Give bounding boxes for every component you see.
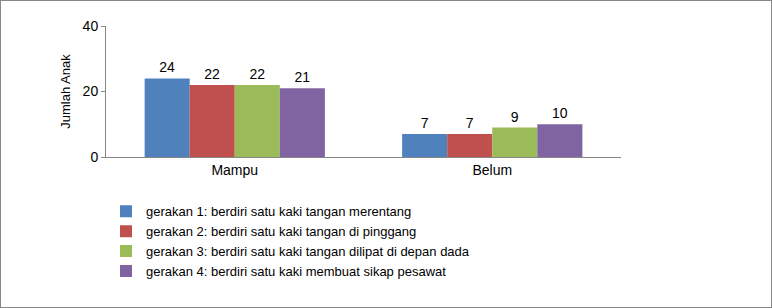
- svg-text:Jumlah Anak: Jumlah Anak: [58, 54, 73, 129]
- svg-text:24: 24: [159, 59, 175, 75]
- svg-text:9: 9: [511, 109, 519, 125]
- svg-text:7: 7: [421, 115, 429, 131]
- svg-text:22: 22: [249, 66, 265, 82]
- svg-text:gerakan 1: berdiri satu kaki t: gerakan 1: berdiri satu kaki tangan mere…: [146, 204, 411, 219]
- svg-text:22: 22: [204, 66, 220, 82]
- svg-text:20: 20: [83, 83, 99, 99]
- svg-text:gerakan 3: berdiri satu kaki t: gerakan 3: berdiri satu kaki tangan dili…: [146, 244, 470, 259]
- svg-text:7: 7: [466, 115, 474, 131]
- svg-text:gerakan 4: berdiri satu kaki m: gerakan 4: berdiri satu kaki membuat sik…: [146, 264, 446, 279]
- svg-text:10: 10: [552, 105, 568, 121]
- svg-text:40: 40: [83, 18, 99, 34]
- svg-text:21: 21: [294, 69, 310, 85]
- svg-text:gerakan 2: berdiri satu kaki t: gerakan 2: berdiri satu kaki tangan di p…: [146, 224, 416, 239]
- svg-text:0: 0: [90, 149, 98, 165]
- svg-text:Mampu: Mampu: [211, 162, 258, 178]
- svg-text:Belum: Belum: [472, 162, 512, 178]
